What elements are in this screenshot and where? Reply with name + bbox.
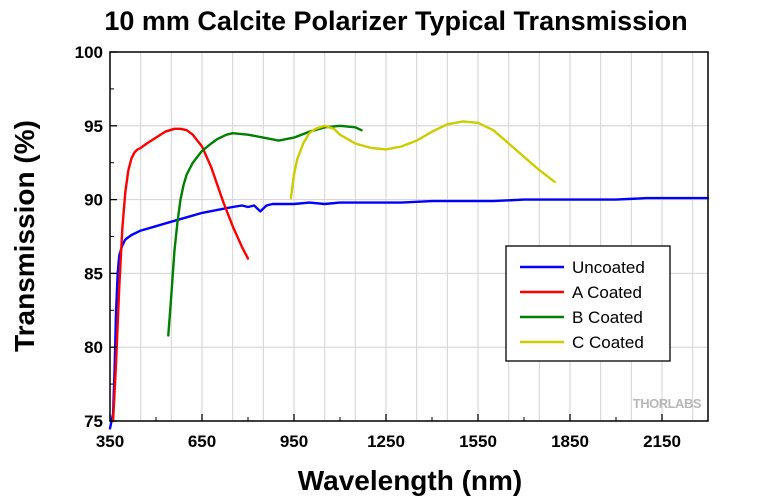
legend-entry: B Coated	[572, 308, 643, 327]
series-layer	[108, 120, 710, 430]
y-axis-label: Transmission (%)	[9, 120, 40, 352]
y-tick-label: 85	[84, 264, 103, 283]
legend-entry: Uncoated	[572, 258, 645, 277]
x-axis-label: Wavelength (nm)	[298, 465, 523, 496]
plot-area	[110, 52, 708, 421]
series-line-uncoated	[108, 196, 710, 430]
x-tick-label: 1250	[367, 432, 405, 451]
legend-entry: C Coated	[572, 333, 644, 352]
y-tick-label: 90	[84, 191, 103, 210]
y-tick-label: 80	[84, 338, 103, 357]
legend: Uncoated A Coated B Coated C Coated	[505, 245, 671, 362]
x-tick-label: 650	[188, 432, 216, 451]
x-tick-label: 350	[96, 432, 124, 451]
x-tick-label: 950	[280, 432, 308, 451]
x-tick-label: 2150	[643, 432, 681, 451]
x-tick-label: 1550	[459, 432, 497, 451]
y-tick-label: 100	[75, 43, 103, 62]
chart-title: 10 mm Calcite Polarizer Typical Transmis…	[104, 6, 687, 36]
series-line-c-coated	[289, 120, 556, 200]
thorlabs-watermark: THORLABS	[633, 396, 702, 411]
axis-ticks: 350 650 950 1250 1550 1850 2150 75 80 85 90 95 100	[75, 43, 681, 451]
y-tick-label: 75	[84, 412, 103, 431]
series-line-a-coated	[111, 127, 250, 423]
x-tick-label: 1850	[551, 432, 589, 451]
legend-entry: A Coated	[572, 283, 642, 302]
y-tick-label: 95	[84, 117, 103, 136]
